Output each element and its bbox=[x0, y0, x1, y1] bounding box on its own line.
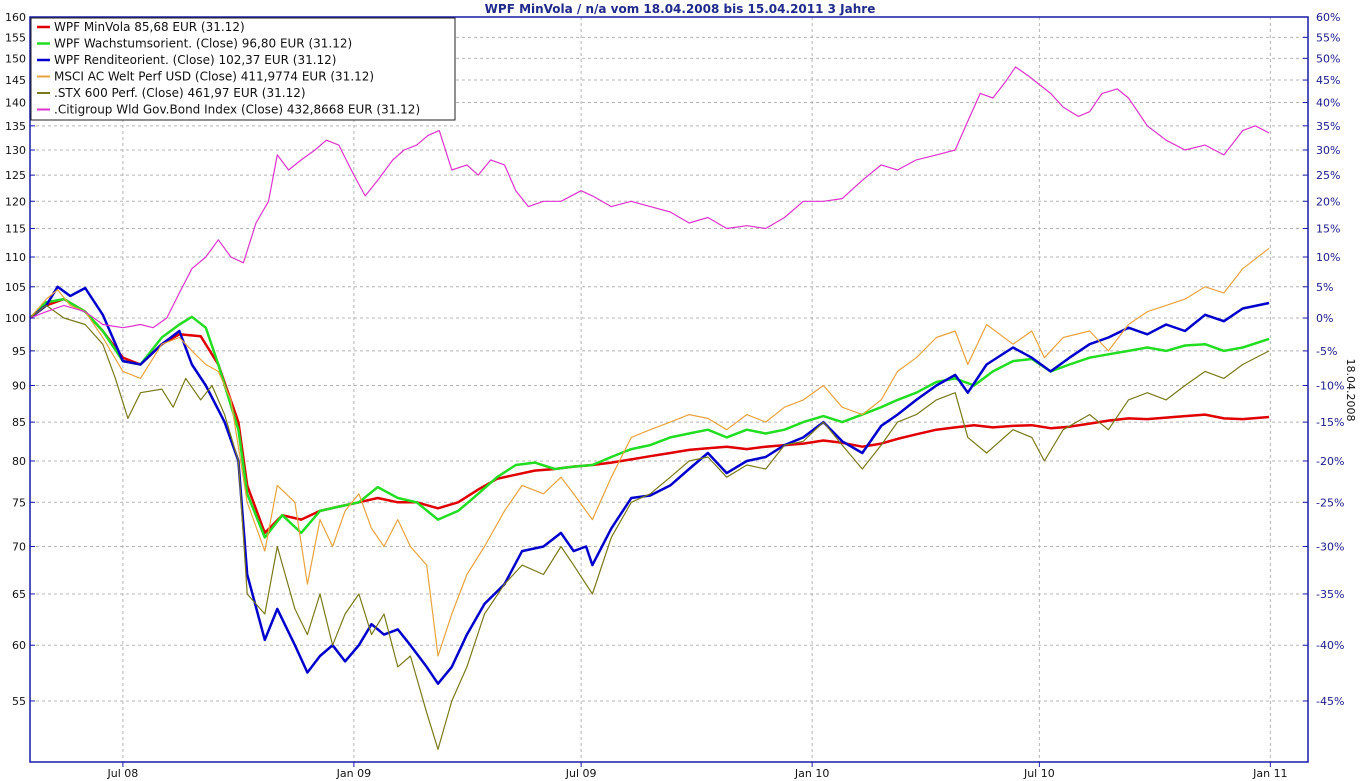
y-tick-label-right: -10% bbox=[1316, 380, 1344, 393]
y-tick-label-right: 20% bbox=[1316, 195, 1340, 208]
plot-frame bbox=[29, 16, 1309, 763]
y-tick-label-left: 120 bbox=[5, 195, 26, 208]
legend: WPF MinVola 85,68 EUR (31.12) WPF Wachstu… bbox=[30, 17, 456, 121]
y-tick-label-left: 70 bbox=[12, 540, 26, 553]
x-tick-label: Jul 10 bbox=[1023, 767, 1055, 780]
y-tick-label-left: 115 bbox=[5, 223, 26, 236]
y-tick-label-left: 110 bbox=[5, 251, 26, 264]
y-tick-label-left: 80 bbox=[12, 455, 26, 468]
series-line-6 bbox=[29, 66, 1270, 329]
y-tick-label-right: -35% bbox=[1316, 588, 1344, 601]
legend-box bbox=[30, 17, 456, 121]
y-tick-label-left: 75 bbox=[12, 496, 26, 509]
y-tick-label-right: -15% bbox=[1316, 416, 1344, 429]
series-line-1 bbox=[29, 297, 1270, 535]
x-tick-label: Jan 11 bbox=[1252, 767, 1287, 780]
y-tick-label-left: 155 bbox=[5, 31, 26, 44]
y-tick-label-right: 40% bbox=[1316, 97, 1340, 110]
y-tick-label-right: -5% bbox=[1316, 345, 1337, 358]
y-tick-label-right: -25% bbox=[1316, 496, 1344, 509]
y-tick-label-right: -30% bbox=[1316, 540, 1344, 553]
y-tick-label-right: 15% bbox=[1316, 223, 1340, 236]
series-line-4 bbox=[29, 247, 1270, 657]
y-tick-label-left: 90 bbox=[12, 380, 26, 393]
legend-entry: .STX 600 Perf. (Close) 461,97 EUR (31.12… bbox=[54, 86, 306, 100]
x-tick-label: Jul 09 bbox=[565, 767, 597, 780]
y-tick-label-right: -20% bbox=[1316, 455, 1344, 468]
y-tick-label-right: 25% bbox=[1316, 169, 1340, 182]
series-line-3 bbox=[29, 285, 1270, 685]
y-tick-label-left: 85 bbox=[12, 416, 26, 429]
legend-entry: WPF Renditeorient. (Close) 102,37 EUR (3… bbox=[54, 53, 336, 67]
y-tick-label-left: 60 bbox=[12, 639, 26, 652]
y-tick-label-left: 105 bbox=[5, 281, 26, 294]
y-tick-label-left: 95 bbox=[12, 345, 26, 358]
y-tick-label-left: 100 bbox=[5, 312, 26, 325]
y-tick-label-right: 35% bbox=[1316, 120, 1340, 133]
y-tick-label-left: 140 bbox=[5, 97, 26, 110]
axes: 55 -45% 60 -40% 65 -35% 70 -30% 75 -25% 80 -20% 85 -1… bbox=[5, 11, 1344, 780]
x-tick-label: Jul 08 bbox=[107, 767, 139, 780]
y-tick-label-right: -40% bbox=[1316, 639, 1344, 652]
y-tick-label-right: 30% bbox=[1316, 144, 1340, 157]
series-layer bbox=[29, 66, 1270, 750]
y-tick-label-right: 10% bbox=[1316, 251, 1340, 264]
series-line-5 bbox=[29, 304, 1270, 750]
legend-entry: WPF MinVola 85,68 EUR (31.12) bbox=[54, 20, 245, 34]
y-tick-label-left: 160 bbox=[5, 11, 26, 24]
y-tick-label-right: 45% bbox=[1316, 74, 1340, 87]
grid bbox=[30, 16, 1308, 762]
chart-title: WPF MinVola / n/a vom 18.04.2008 bis 15.… bbox=[485, 2, 876, 16]
side-date-label: 18.04.2008 bbox=[1344, 359, 1357, 422]
y-tick-label-right: 0% bbox=[1316, 312, 1333, 325]
x-tick-label: Jan 10 bbox=[794, 767, 829, 780]
y-tick-label-left: 125 bbox=[5, 169, 26, 182]
y-tick-label-right: 50% bbox=[1316, 52, 1340, 65]
y-tick-label-right: 5% bbox=[1316, 281, 1333, 294]
y-tick-label-right: 55% bbox=[1316, 31, 1340, 44]
y-tick-label-right: -45% bbox=[1316, 695, 1344, 708]
y-tick-label-left: 145 bbox=[5, 74, 26, 87]
legend-entry: WPF Wachstumsorient. (Close) 96,80 EUR (… bbox=[54, 37, 352, 51]
legend-entry: MSCI AC Welt Perf USD (Close) 411,9774 E… bbox=[54, 70, 374, 84]
legend-entry: .Citigroup Wld Gov.Bond Index (Close) 43… bbox=[54, 103, 420, 117]
x-tick-label: Jan 09 bbox=[336, 767, 371, 780]
y-tick-label-left: 65 bbox=[12, 588, 26, 601]
y-tick-label-right: 60% bbox=[1316, 11, 1340, 24]
y-tick-label-left: 55 bbox=[12, 695, 26, 708]
y-tick-label-left: 130 bbox=[5, 144, 26, 157]
y-tick-label-left: 150 bbox=[5, 52, 26, 65]
y-tick-label-left: 135 bbox=[5, 120, 26, 133]
